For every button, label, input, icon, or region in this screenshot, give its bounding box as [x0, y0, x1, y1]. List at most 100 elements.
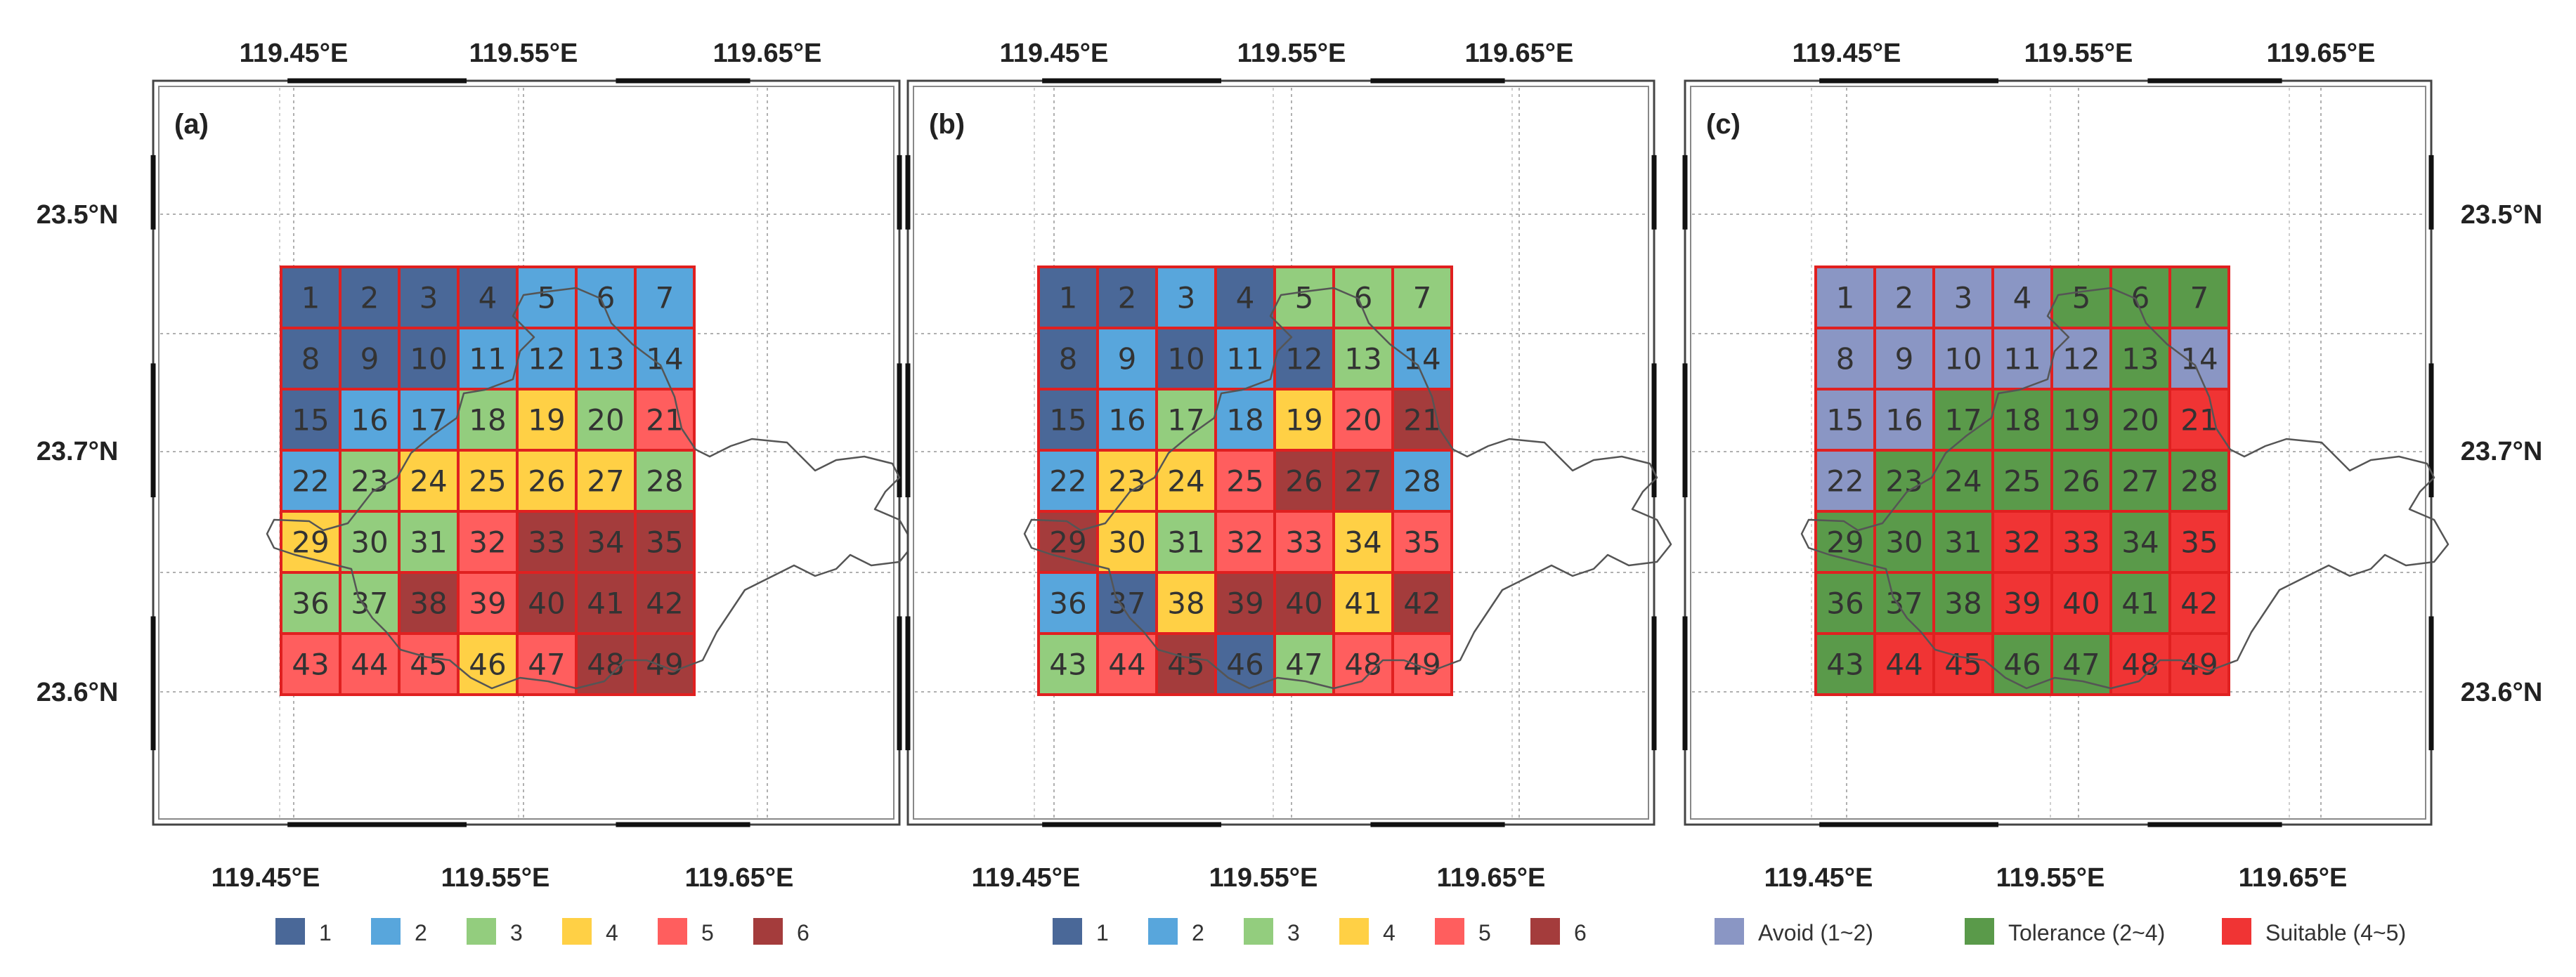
grid-cell: [1155, 388, 1217, 452]
grid-cell: [2168, 449, 2230, 513]
island-outline: [266, 287, 915, 690]
grid-cell: [1273, 265, 1335, 329]
cell-number: 17: [410, 403, 447, 438]
grid-cell: [1991, 449, 2053, 513]
cell-number: 11: [1226, 342, 1263, 376]
grid-cell: [516, 571, 578, 635]
cell-number: 11: [2003, 342, 2041, 376]
cell-number: 46: [469, 648, 506, 682]
grid-cell: [339, 632, 401, 696]
cell-number: 2: [360, 281, 379, 315]
cell-number: 3: [1177, 281, 1196, 315]
cell-number: 44: [1885, 648, 1923, 682]
legend-swatch: [1053, 918, 1082, 945]
panel-label: (b): [929, 109, 965, 140]
cell-number: 16: [1108, 403, 1145, 438]
lon-label-top: 119.45°E: [1000, 39, 1109, 68]
cell-number: 8: [301, 342, 320, 376]
cell-number: 45: [1167, 648, 1204, 682]
cell-number: 18: [1226, 403, 1263, 438]
lon-label-bottom: 119.55°E: [1996, 863, 2105, 893]
legend-label: 5: [1478, 920, 1491, 945]
cell-number: 28: [2180, 464, 2218, 499]
cell-number: 23: [1108, 464, 1145, 499]
grid-cell: [634, 327, 696, 391]
cell-number: 25: [2003, 464, 2041, 499]
legend-item: 3: [1244, 918, 1300, 945]
cell-number: 1: [301, 281, 320, 315]
map-inner-frame: [913, 86, 1649, 820]
grid-cell: [457, 388, 519, 452]
legend-item: 4: [562, 918, 618, 945]
lat-label-right: 23.5°N: [2461, 200, 2543, 230]
cell-number: 19: [1285, 403, 1322, 438]
cell-number: 23: [1885, 464, 1923, 499]
cell-number: 33: [528, 525, 565, 560]
grid-cell: [1214, 388, 1276, 452]
legend-swatch: [275, 918, 305, 945]
cell-number: 38: [1944, 586, 1982, 621]
grid-cell: [339, 449, 401, 513]
cell-number: 7: [1413, 281, 1432, 315]
cell-number: 10: [410, 342, 447, 376]
cell-number: 33: [1285, 525, 1322, 560]
island-outline: [1800, 287, 2450, 690]
cell-number: 39: [2003, 586, 2041, 621]
legend-swatch: [658, 918, 687, 945]
cell-number: 22: [1049, 464, 1086, 499]
lon-label-bottom: 119.45°E: [972, 863, 1081, 893]
lon-label-bottom: 119.65°E: [2239, 863, 2348, 893]
cell-number: 18: [469, 403, 506, 438]
lat-label-left: 23.7°N: [37, 437, 119, 466]
grid-cell: [1391, 449, 1453, 513]
cell-number: 42: [646, 586, 683, 621]
cell-number: 27: [587, 464, 624, 499]
cell-number: 32: [1226, 525, 1263, 560]
legend-item: 1: [275, 918, 332, 945]
cell-number: 25: [1226, 464, 1263, 499]
cell-number: 43: [1826, 648, 1863, 682]
cell-number: 12: [1285, 342, 1322, 376]
cell-number: 41: [2121, 586, 2159, 621]
panel-label: (a): [174, 109, 209, 140]
grid-cell: [398, 510, 460, 574]
legend-swatch: [371, 918, 401, 945]
grid-cell: [1037, 265, 1099, 329]
cell-number: 26: [1285, 464, 1322, 499]
cell-number: 17: [1944, 403, 1982, 438]
grid-cell: [398, 449, 460, 513]
cell-number: 32: [2003, 525, 2041, 560]
legend-swatch: [1148, 918, 1178, 945]
grid-cell: [1214, 632, 1276, 696]
legend-swatch: [1965, 918, 1994, 945]
cell-number: 49: [646, 648, 683, 682]
cell-number: 48: [2121, 648, 2159, 682]
cell-number: 5: [1295, 281, 1314, 315]
cell-number: 8: [1836, 342, 1855, 376]
lon-label-bottom: 119.55°E: [1209, 863, 1318, 893]
grid-cell: [1037, 632, 1099, 696]
legend-swatch: [1530, 918, 1560, 945]
frame-ruler: [150, 78, 902, 827]
cell-number: 16: [1885, 403, 1923, 438]
cell-number: 12: [2062, 342, 2100, 376]
cell-number: 39: [469, 586, 506, 621]
cell-number: 1: [1059, 281, 1078, 315]
cell-number: 47: [528, 648, 565, 682]
cell-number: 15: [1826, 403, 1863, 438]
cell-number: 22: [292, 464, 329, 499]
grid-cell: [1214, 510, 1276, 574]
grid-cell: [1932, 632, 1994, 696]
legend-item: 5: [1435, 918, 1491, 945]
legend-item: Suitable (4~5): [2222, 918, 2406, 945]
grid-cell: [634, 632, 696, 696]
cell-number: 9: [1895, 342, 1914, 376]
grid-cell: [2050, 327, 2112, 391]
legend-label: 4: [606, 920, 618, 945]
grid-cell: [575, 388, 637, 452]
map-inner-frame: [1690, 86, 2426, 820]
map-inner-frame: [158, 86, 895, 820]
cell-number: 33: [2062, 525, 2100, 560]
grid-cell: [2168, 510, 2230, 574]
